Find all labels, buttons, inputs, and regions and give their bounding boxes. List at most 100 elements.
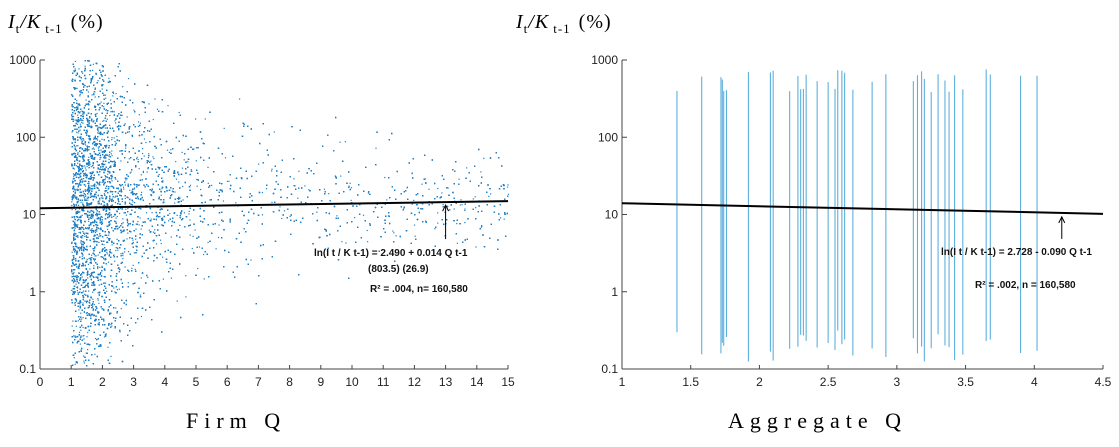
scatter-point [139,224,140,225]
scatter-point [90,211,91,212]
scatter-point [105,98,106,99]
scatter-point [396,235,397,236]
scatter-point [105,128,106,129]
scatter-point [262,214,263,215]
scatter-point [81,120,82,121]
scatter-point [140,123,141,124]
scatter-point [368,192,369,193]
y-tick-label: 10 [23,208,37,222]
scatter-point [73,176,74,177]
scatter-point [74,233,75,234]
scatter-point [140,217,141,218]
scatter-point [281,218,282,219]
scatter-point [113,287,114,288]
scatter-point [187,161,188,162]
scatter-point [80,92,81,93]
scatter-point [154,229,155,230]
scatter-point [99,267,100,268]
scatter-point [112,95,113,96]
scatter-point [443,204,444,205]
x-tick-label: 1 [68,375,75,389]
scatter-point [134,202,135,203]
scatter-point [145,142,146,143]
scatter-point [110,186,111,187]
scatter-point [112,244,113,245]
scatter-point [123,222,124,223]
scatter-point [208,242,209,243]
scatter-point [116,313,117,314]
scatter-point [195,229,196,230]
scatter-point [117,250,118,251]
scatter-point [115,250,116,251]
scatter-point [117,289,118,290]
scatter-point [117,216,118,217]
scatter-point [367,241,368,242]
scatter-point [83,290,84,291]
scatter-point [128,184,129,185]
scatter-point [78,320,79,321]
scatter-point [109,125,110,126]
scatter-point [73,116,74,117]
scatter-point [230,222,231,223]
scatter-point [84,362,85,363]
scatter-point [125,266,126,267]
x-tick-label: 4 [161,375,168,389]
x-tick-label: 10 [345,375,359,389]
scatter-point [112,180,113,181]
scatter-point [113,93,114,94]
scatter-point [178,182,179,183]
scatter-point [93,64,94,65]
scatter-point [92,185,93,186]
scatter-point [83,356,84,357]
scatter-point [297,198,298,199]
scatter-point [209,199,210,200]
scatter-point [79,120,80,121]
scatter-point [95,136,96,137]
scatter-point [98,303,99,304]
scatter-point [87,295,88,296]
scatter-point [271,169,272,170]
scatter-point [77,124,78,125]
scatter-point [114,137,115,138]
scatter-point [94,157,95,158]
scatter-point [84,294,85,295]
scatter-point [83,335,84,336]
scatter-point [97,154,98,155]
scatter-point [79,250,80,251]
scatter-point [81,335,82,336]
scatter-point [161,224,162,225]
scatter-point [500,217,501,218]
scatter-point [162,188,163,189]
scatter-point [141,316,142,317]
scatter-point [102,121,103,122]
scatter-point [188,213,189,214]
scatter-point [196,147,197,148]
scatter-point [92,292,93,293]
scatter-point [89,135,90,136]
scatter-point [142,148,143,149]
scatter-point [79,211,80,212]
scatter-point [428,189,429,190]
scatter-point [72,209,73,210]
scatter-point [83,254,84,255]
scatter-point [78,105,79,106]
scatter-point [89,122,90,123]
scatter-point [227,181,228,182]
scatter-point [96,255,97,256]
scatter-point [120,253,121,254]
scatter-point [114,291,115,292]
y-tick-label: 1 [29,285,36,299]
scatter-point [183,199,184,200]
scatter-point [76,284,77,285]
scatter-point [461,204,462,205]
scatter-point [185,275,186,276]
scatter-point [80,124,81,125]
scatter-point [74,357,75,358]
x-tick-label: 2 [99,375,106,389]
scatter-point [128,78,129,79]
scatter-point [141,192,142,193]
scatter-point [94,222,95,223]
scatter-point [73,181,74,182]
